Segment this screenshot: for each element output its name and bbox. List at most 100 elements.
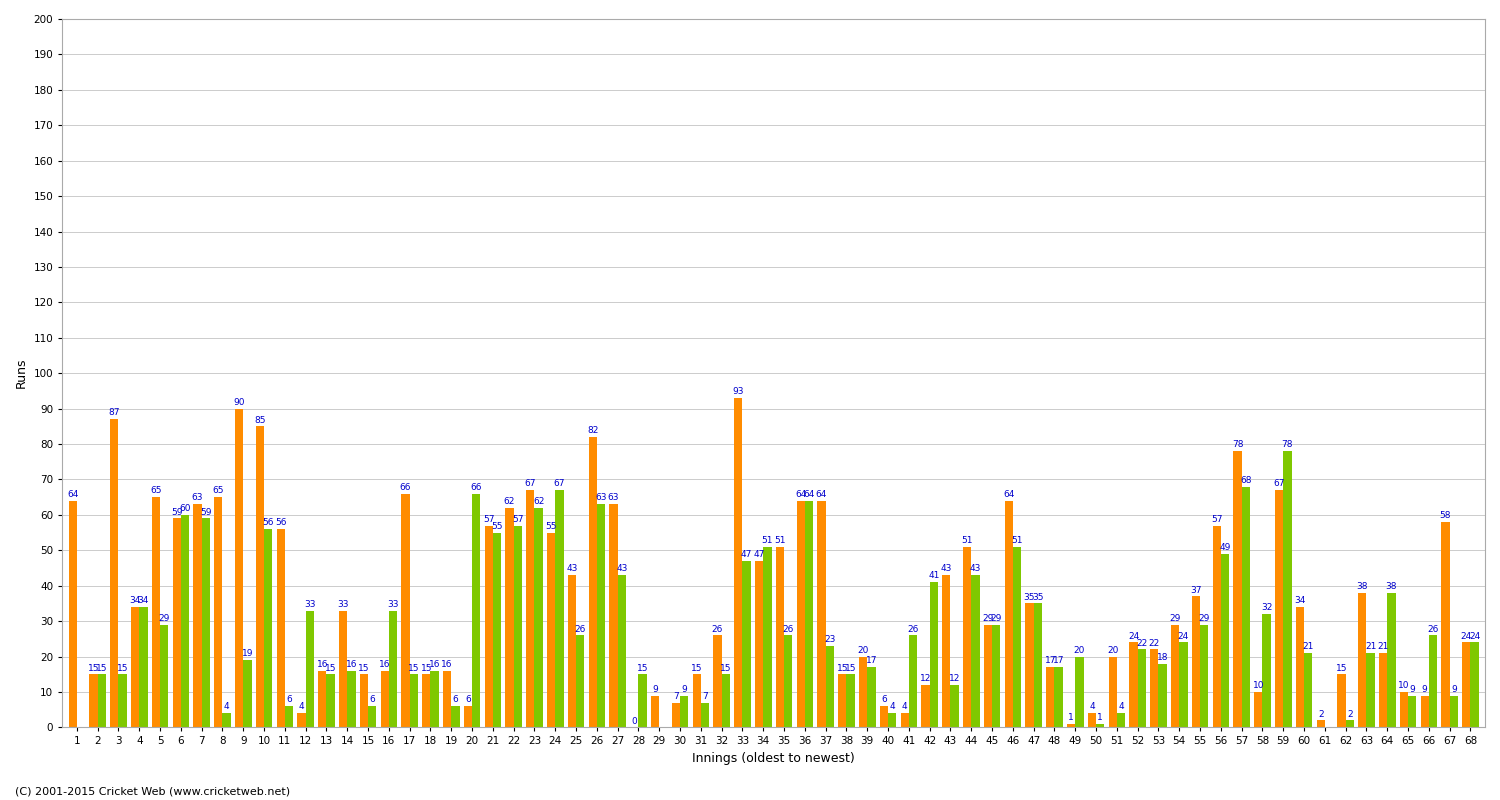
Bar <box>839 674 846 727</box>
Text: 15: 15 <box>88 663 99 673</box>
Text: 29: 29 <box>990 614 1002 623</box>
Bar <box>818 501 825 727</box>
Bar <box>588 437 597 727</box>
Bar <box>160 625 168 727</box>
Bar <box>859 657 867 727</box>
Bar <box>1462 642 1470 727</box>
Text: 47: 47 <box>741 550 753 559</box>
Bar <box>930 582 938 727</box>
Text: 32: 32 <box>1262 603 1272 612</box>
Bar <box>909 635 916 727</box>
Bar <box>742 561 752 727</box>
Bar <box>1296 607 1304 727</box>
Text: 57: 57 <box>1210 514 1222 524</box>
Text: 64: 64 <box>68 490 78 499</box>
Text: 33: 33 <box>338 600 350 609</box>
Text: 38: 38 <box>1386 582 1396 591</box>
Text: 17: 17 <box>865 657 877 666</box>
Text: 22: 22 <box>1149 638 1160 648</box>
Text: 2: 2 <box>1347 710 1353 718</box>
Text: 47: 47 <box>753 550 765 559</box>
Bar <box>900 714 909 727</box>
Text: 1: 1 <box>1098 713 1102 722</box>
Bar <box>1242 486 1250 727</box>
Text: 26: 26 <box>908 625 918 634</box>
Text: 56: 56 <box>262 518 274 527</box>
Text: 43: 43 <box>969 564 981 574</box>
Bar <box>494 533 501 727</box>
Bar <box>984 625 992 727</box>
Text: 4: 4 <box>1118 702 1124 711</box>
Bar <box>1076 657 1083 727</box>
Bar <box>1317 720 1324 727</box>
Bar <box>1034 603 1042 727</box>
Text: 57: 57 <box>483 514 495 524</box>
Bar <box>140 607 147 727</box>
Bar <box>1066 724 1076 727</box>
Text: 17: 17 <box>1053 657 1065 666</box>
Text: 56: 56 <box>274 518 286 527</box>
Text: 21: 21 <box>1302 642 1314 651</box>
Bar <box>734 398 742 727</box>
Bar <box>1442 522 1449 727</box>
X-axis label: Innings (oldest to newest): Innings (oldest to newest) <box>693 752 855 765</box>
Text: 9: 9 <box>1422 685 1428 694</box>
Bar <box>609 504 618 727</box>
Bar <box>867 667 876 727</box>
Bar <box>264 529 273 727</box>
Text: 24: 24 <box>1178 632 1190 641</box>
Bar <box>1088 714 1096 727</box>
Text: 4: 4 <box>890 702 896 711</box>
Text: 16: 16 <box>441 660 453 669</box>
Text: 6: 6 <box>465 695 471 704</box>
Bar <box>1233 451 1242 727</box>
Text: 64: 64 <box>795 490 807 499</box>
Bar <box>422 674 430 727</box>
Bar <box>921 685 930 727</box>
Bar <box>1130 642 1137 727</box>
Text: 60: 60 <box>180 504 190 513</box>
Bar <box>1096 724 1104 727</box>
Bar <box>1254 692 1263 727</box>
Bar <box>754 561 764 727</box>
Bar <box>1430 635 1437 727</box>
Bar <box>597 504 604 727</box>
Text: 16: 16 <box>345 660 357 669</box>
Bar <box>130 607 140 727</box>
Bar <box>1449 695 1458 727</box>
Bar <box>1282 451 1292 727</box>
Text: 9: 9 <box>681 685 687 694</box>
Text: 43: 43 <box>566 564 578 574</box>
Text: 12: 12 <box>950 674 960 683</box>
Text: 55: 55 <box>492 522 502 531</box>
Bar <box>452 706 459 727</box>
Bar <box>306 610 314 727</box>
Text: 93: 93 <box>732 387 744 396</box>
Text: 15: 15 <box>638 663 648 673</box>
Bar <box>1108 657 1118 727</box>
Text: 34: 34 <box>138 596 148 606</box>
Bar <box>1304 653 1312 727</box>
Bar <box>784 635 792 727</box>
Bar <box>555 490 564 727</box>
Bar <box>1118 714 1125 727</box>
Bar <box>714 635 722 727</box>
Bar <box>639 674 646 727</box>
Bar <box>1275 490 1282 727</box>
Bar <box>472 494 480 727</box>
Text: 58: 58 <box>1440 511 1450 520</box>
Bar <box>534 508 543 727</box>
Text: 4: 4 <box>224 702 230 711</box>
Text: 15: 15 <box>1335 663 1347 673</box>
Text: 26: 26 <box>1428 625 1438 634</box>
Text: 82: 82 <box>586 426 598 435</box>
Bar <box>1338 674 1346 727</box>
Bar <box>194 504 201 727</box>
Bar <box>297 714 306 727</box>
Text: 51: 51 <box>1011 536 1023 545</box>
Text: 62: 62 <box>532 497 544 506</box>
Text: 6: 6 <box>880 695 886 704</box>
Text: 19: 19 <box>242 650 254 658</box>
Text: (C) 2001-2015 Cricket Web (www.cricketweb.net): (C) 2001-2015 Cricket Web (www.cricketwe… <box>15 786 290 796</box>
Bar <box>1046 667 1054 727</box>
